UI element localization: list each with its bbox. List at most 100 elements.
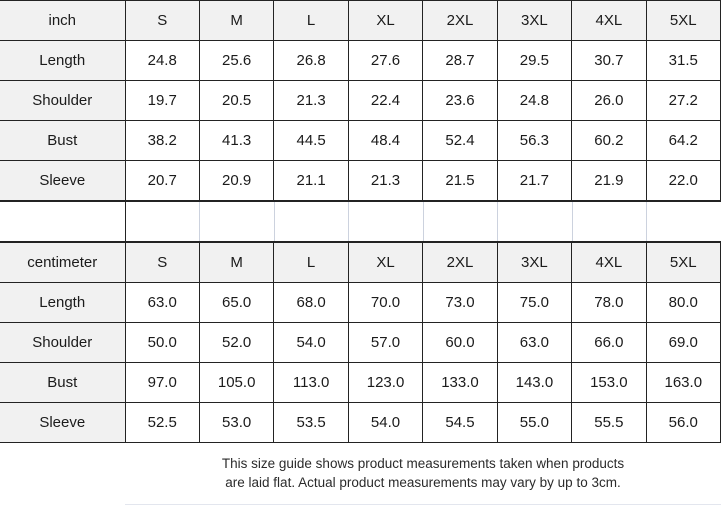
cell-bust-s: 97.0 bbox=[125, 363, 199, 403]
separator-cell-3 bbox=[274, 202, 349, 242]
cell-length-s: 24.8 bbox=[125, 41, 199, 81]
cell-sleeve-m: 20.9 bbox=[199, 161, 273, 201]
cell-sleeve-m: 53.0 bbox=[199, 403, 273, 443]
separator-row bbox=[0, 202, 721, 242]
cell-sleeve-l: 21.1 bbox=[274, 161, 348, 201]
separator-cell-2 bbox=[200, 202, 275, 242]
cell-length-3xl: 29.5 bbox=[497, 41, 571, 81]
cell-bust-2xl: 52.4 bbox=[423, 121, 497, 161]
size-header-m: M bbox=[199, 1, 273, 41]
cell-length-m: 25.6 bbox=[199, 41, 273, 81]
note-line-2: are laid flat. Actual product measuremen… bbox=[125, 473, 721, 492]
table-row: Length 24.8 25.6 26.8 27.6 28.7 29.5 30.… bbox=[0, 41, 721, 81]
cell-length-l: 68.0 bbox=[274, 283, 348, 323]
cell-sleeve-xl: 21.3 bbox=[348, 161, 422, 201]
note-text: This size guide shows product measuremen… bbox=[125, 443, 721, 504]
size-header-s: S bbox=[125, 243, 199, 283]
cell-bust-l: 44.5 bbox=[274, 121, 348, 161]
separator-cell-5 bbox=[423, 202, 498, 242]
cell-shoulder-5xl: 27.2 bbox=[646, 81, 720, 121]
cell-sleeve-xl: 54.0 bbox=[348, 403, 422, 443]
cell-length-5xl: 31.5 bbox=[646, 41, 720, 81]
note-line-1: This size guide shows product measuremen… bbox=[125, 454, 721, 473]
size-header-4xl: 4XL bbox=[572, 243, 646, 283]
size-table-inch-body: inch S M L XL 2XL 3XL 4XL 5XL Length 24.… bbox=[0, 1, 721, 201]
size-table-centimeter: centimeter S M L XL 2XL 3XL 4XL 5XL Leng… bbox=[0, 242, 721, 443]
cell-shoulder-5xl: 69.0 bbox=[646, 323, 720, 363]
size-guide-note: This size guide shows product measuremen… bbox=[0, 443, 721, 505]
cell-shoulder-l: 54.0 bbox=[274, 323, 348, 363]
row-label-length: Length bbox=[0, 41, 125, 81]
separator-cell-6 bbox=[498, 202, 573, 242]
cell-length-xl: 70.0 bbox=[348, 283, 422, 323]
cell-bust-m: 41.3 bbox=[199, 121, 273, 161]
size-header-2xl: 2XL bbox=[423, 1, 497, 41]
size-header-2xl: 2XL bbox=[423, 243, 497, 283]
cell-length-s: 63.0 bbox=[125, 283, 199, 323]
cell-shoulder-3xl: 24.8 bbox=[497, 81, 571, 121]
cell-length-m: 65.0 bbox=[199, 283, 273, 323]
cell-sleeve-l: 53.5 bbox=[274, 403, 348, 443]
note-row: This size guide shows product measuremen… bbox=[0, 443, 721, 504]
size-table-centimeter-body: centimeter S M L XL 2XL 3XL 4XL 5XL Leng… bbox=[0, 243, 721, 443]
cell-bust-s: 38.2 bbox=[125, 121, 199, 161]
cell-shoulder-m: 20.5 bbox=[199, 81, 273, 121]
unit-label-centimeter: centimeter bbox=[0, 243, 125, 283]
separator-cell-1 bbox=[125, 202, 200, 242]
size-header-l: L bbox=[274, 1, 348, 41]
size-header-s: S bbox=[125, 1, 199, 41]
separator-cell-8 bbox=[647, 202, 721, 242]
cell-shoulder-l: 21.3 bbox=[274, 81, 348, 121]
separator-cell-label bbox=[0, 202, 125, 242]
cell-shoulder-2xl: 23.6 bbox=[423, 81, 497, 121]
size-table-inch: inch S M L XL 2XL 3XL 4XL 5XL Length 24.… bbox=[0, 0, 721, 201]
cell-bust-xl: 123.0 bbox=[348, 363, 422, 403]
separator-cell-7 bbox=[572, 202, 647, 242]
cell-shoulder-3xl: 63.0 bbox=[497, 323, 571, 363]
cell-sleeve-2xl: 21.5 bbox=[423, 161, 497, 201]
table-row: Shoulder 19.7 20.5 21.3 22.4 23.6 24.8 2… bbox=[0, 81, 721, 121]
cell-sleeve-s: 20.7 bbox=[125, 161, 199, 201]
cell-bust-4xl: 153.0 bbox=[572, 363, 646, 403]
cell-length-4xl: 30.7 bbox=[572, 41, 646, 81]
size-header-5xl: 5XL bbox=[646, 1, 720, 41]
cell-bust-4xl: 60.2 bbox=[572, 121, 646, 161]
size-header-xl: XL bbox=[348, 243, 422, 283]
row-label-shoulder: Shoulder bbox=[0, 81, 125, 121]
cell-length-4xl: 78.0 bbox=[572, 283, 646, 323]
row-label-sleeve: Sleeve bbox=[0, 161, 125, 201]
cell-length-5xl: 80.0 bbox=[646, 283, 720, 323]
cell-sleeve-4xl: 21.9 bbox=[572, 161, 646, 201]
row-label-shoulder: Shoulder bbox=[0, 323, 125, 363]
table-row: Sleeve 52.5 53.0 53.5 54.0 54.5 55.0 55.… bbox=[0, 403, 721, 443]
cell-bust-l: 113.0 bbox=[274, 363, 348, 403]
table-header-row: centimeter S M L XL 2XL 3XL 4XL 5XL bbox=[0, 243, 721, 283]
cell-bust-3xl: 143.0 bbox=[497, 363, 571, 403]
size-header-4xl: 4XL bbox=[572, 1, 646, 41]
cell-shoulder-m: 52.0 bbox=[199, 323, 273, 363]
cell-shoulder-2xl: 60.0 bbox=[423, 323, 497, 363]
cell-sleeve-3xl: 21.7 bbox=[497, 161, 571, 201]
cell-bust-m: 105.0 bbox=[199, 363, 273, 403]
table-row: Bust 38.2 41.3 44.5 48.4 52.4 56.3 60.2 … bbox=[0, 121, 721, 161]
table-row: Length 63.0 65.0 68.0 70.0 73.0 75.0 78.… bbox=[0, 283, 721, 323]
cell-length-2xl: 28.7 bbox=[423, 41, 497, 81]
cell-sleeve-5xl: 56.0 bbox=[646, 403, 720, 443]
table-row: Bust 97.0 105.0 113.0 123.0 133.0 143.0 … bbox=[0, 363, 721, 403]
cell-shoulder-xl: 57.0 bbox=[348, 323, 422, 363]
note-spacer-cell bbox=[0, 443, 125, 504]
size-header-l: L bbox=[274, 243, 348, 283]
cell-shoulder-xl: 22.4 bbox=[348, 81, 422, 121]
cell-bust-3xl: 56.3 bbox=[497, 121, 571, 161]
cell-sleeve-5xl: 22.0 bbox=[646, 161, 720, 201]
cell-bust-2xl: 133.0 bbox=[423, 363, 497, 403]
size-header-xl: XL bbox=[348, 1, 422, 41]
cell-sleeve-2xl: 54.5 bbox=[423, 403, 497, 443]
table-row: Sleeve 20.7 20.9 21.1 21.3 21.5 21.7 21.… bbox=[0, 161, 721, 201]
cell-shoulder-s: 19.7 bbox=[125, 81, 199, 121]
separator-cell-4 bbox=[349, 202, 424, 242]
row-label-length: Length bbox=[0, 283, 125, 323]
cell-bust-xl: 48.4 bbox=[348, 121, 422, 161]
cell-length-2xl: 73.0 bbox=[423, 283, 497, 323]
